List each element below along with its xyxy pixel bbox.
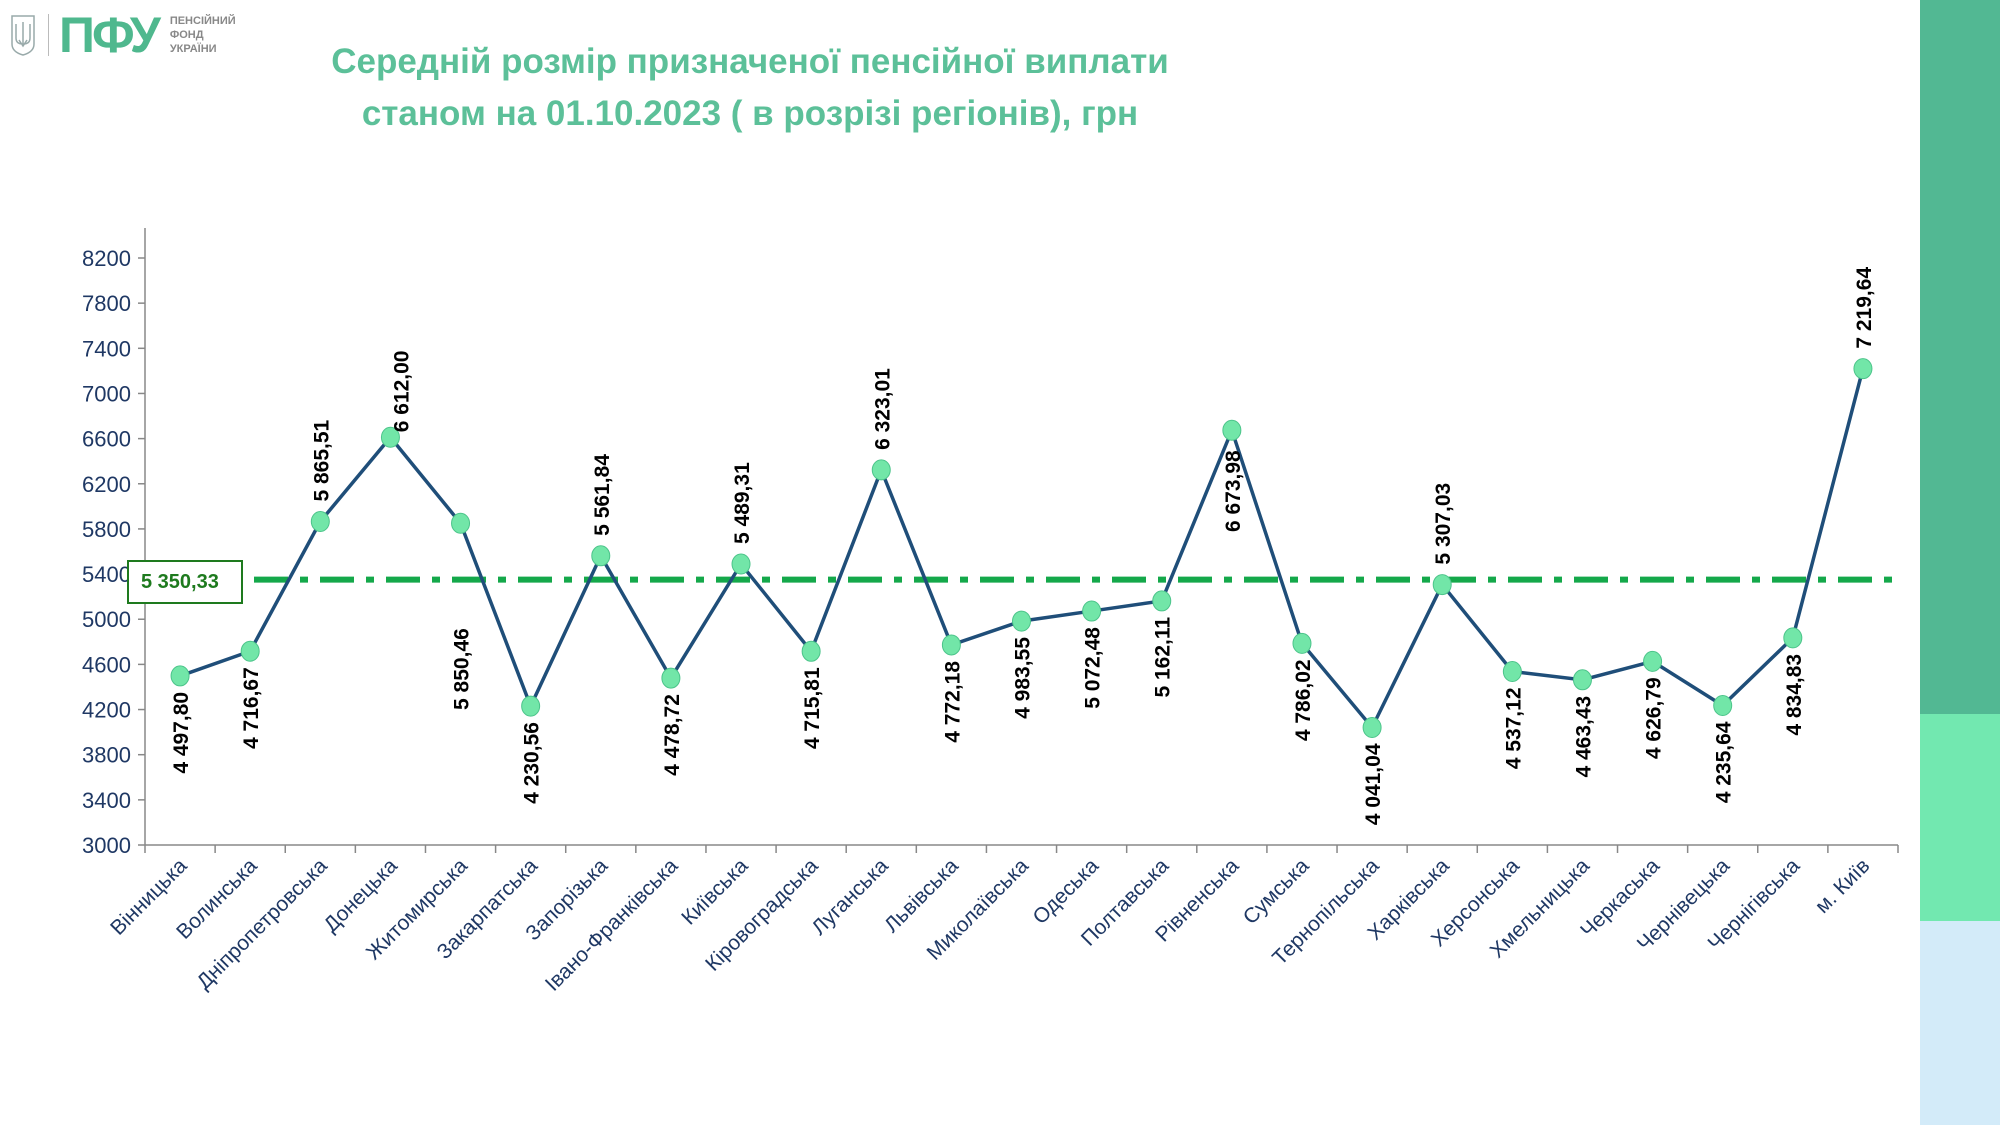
side-bar-dark-green: [1920, 0, 2000, 714]
data-label: 5 561,84: [591, 454, 614, 536]
chart-title-line1: Середній розмір призначеної пенсійної ви…: [331, 42, 1169, 81]
data-label: 4 772,18: [941, 661, 964, 743]
y-tick-label: 8200: [82, 246, 131, 271]
average-label: 5 350,33: [127, 560, 243, 604]
data-label: 4 834,83: [1783, 654, 1806, 736]
side-bar-light-green: [1920, 714, 2000, 921]
y-tick-label: 5400: [82, 562, 131, 587]
data-label: 4 478,72: [661, 694, 684, 776]
data-point: [1082, 600, 1102, 622]
data-label: 7 219,64: [1853, 267, 1876, 349]
logo-line1: ПЕНСІЙНИЙ: [169, 15, 236, 27]
y-tick-label: 4200: [82, 698, 131, 723]
x-tick-label: Одеська: [1029, 854, 1104, 929]
data-point: [731, 553, 751, 575]
data-label: 4 537,12: [1502, 687, 1525, 769]
data-label: 5 307,03: [1432, 483, 1455, 565]
data-label: 4 041,04: [1362, 743, 1385, 825]
data-point: [661, 667, 681, 689]
y-tick-label: 7800: [82, 291, 131, 316]
data-label: 4 230,56: [521, 722, 544, 804]
data-label: 4 497,80: [170, 692, 193, 774]
x-tick-label: Сумська: [1239, 854, 1314, 929]
line-chart: 3000 3400 3800 4200 4600 5000 5400 5800 6200 6600…: [82, 228, 1899, 996]
data-label: 4 715,81: [801, 667, 824, 749]
data-point: [1853, 358, 1873, 380]
logo-line3: УКРАЇНИ: [169, 43, 217, 55]
y-tick-label: 6600: [82, 427, 131, 452]
data-label: 4 235,64: [1713, 721, 1736, 803]
y-tick-label: 5800: [82, 517, 131, 542]
logo-fullname: ПЕНСІЙНИЙ ФОНД УКРАЇНИ: [170, 14, 236, 56]
logo-line2: ФОНД: [169, 29, 204, 41]
data-point: [1432, 574, 1452, 596]
data-label: 4 983,55: [1012, 637, 1035, 719]
data-label: 4 716,67: [240, 667, 263, 749]
y-tick-label: 5000: [82, 607, 131, 632]
data-point: [451, 512, 471, 534]
data-point: [801, 640, 821, 662]
y-tick-label: 3000: [82, 833, 131, 858]
decorative-side-bar: [1920, 0, 2000, 1125]
data-point: [240, 640, 260, 662]
data-point: [1643, 650, 1663, 672]
data-label: 5 865,51: [310, 419, 333, 501]
data-point: [1713, 695, 1733, 717]
data-point: [1012, 610, 1031, 632]
chart-title-line2: станом на 01.10.2023 ( в розрізі регіоні…: [361, 94, 1139, 133]
data-point: [871, 459, 891, 481]
data-label: 6 323,01: [871, 368, 894, 450]
x-tick-label: Дніпропетровська: [192, 854, 332, 994]
logo-abbr: ПФУ: [59, 7, 161, 63]
data-point: [591, 545, 611, 567]
pfu-logo: ПФУ ПЕНСІЙНИЙ ФОНД УКРАЇНИ: [10, 10, 236, 60]
y-tick-label: 3800: [82, 743, 131, 768]
y-tick-label: 3400: [82, 788, 131, 813]
data-label: 5 850,46: [451, 628, 474, 710]
data-point: [1783, 627, 1803, 649]
x-tick-label: Івано-Франківська: [541, 854, 683, 996]
data-point: [941, 634, 961, 656]
data-point: [1292, 632, 1312, 654]
data-label: 5 162,11: [1152, 617, 1175, 698]
data-point: [310, 511, 330, 533]
data-label: 5 489,31: [731, 462, 754, 544]
data-point: [521, 695, 541, 717]
data-point: [1222, 419, 1242, 441]
data-point: [1572, 669, 1592, 691]
data-label: 6 673,98: [1222, 450, 1245, 532]
data-point: [1152, 590, 1172, 612]
x-tick-label: м. Київ: [1811, 854, 1875, 918]
y-tick-label: 7000: [82, 381, 131, 406]
side-bar-light-blue: [1920, 921, 2000, 1125]
chart-title: Середній розмір призначеної пенсійної ви…: [0, 36, 1500, 140]
data-label: 4 786,02: [1292, 659, 1315, 741]
y-tick-label: 7400: [82, 336, 131, 361]
data-point: [1502, 660, 1522, 682]
data-label: 4 463,43: [1572, 696, 1595, 778]
data-label: 6 612,00: [390, 351, 413, 433]
data-point: [170, 665, 190, 687]
x-tick-label: Луганська: [807, 854, 893, 940]
data-point: [1362, 716, 1382, 738]
data-label: 5 072,48: [1082, 627, 1105, 709]
y-tick-label: 6200: [82, 472, 131, 497]
data-label: 4 626,79: [1643, 677, 1666, 759]
logo-divider: [48, 14, 49, 56]
data-point: [380, 426, 400, 448]
trident-crest-icon: [11, 15, 35, 56]
y-tick-label: 4600: [82, 652, 131, 677]
